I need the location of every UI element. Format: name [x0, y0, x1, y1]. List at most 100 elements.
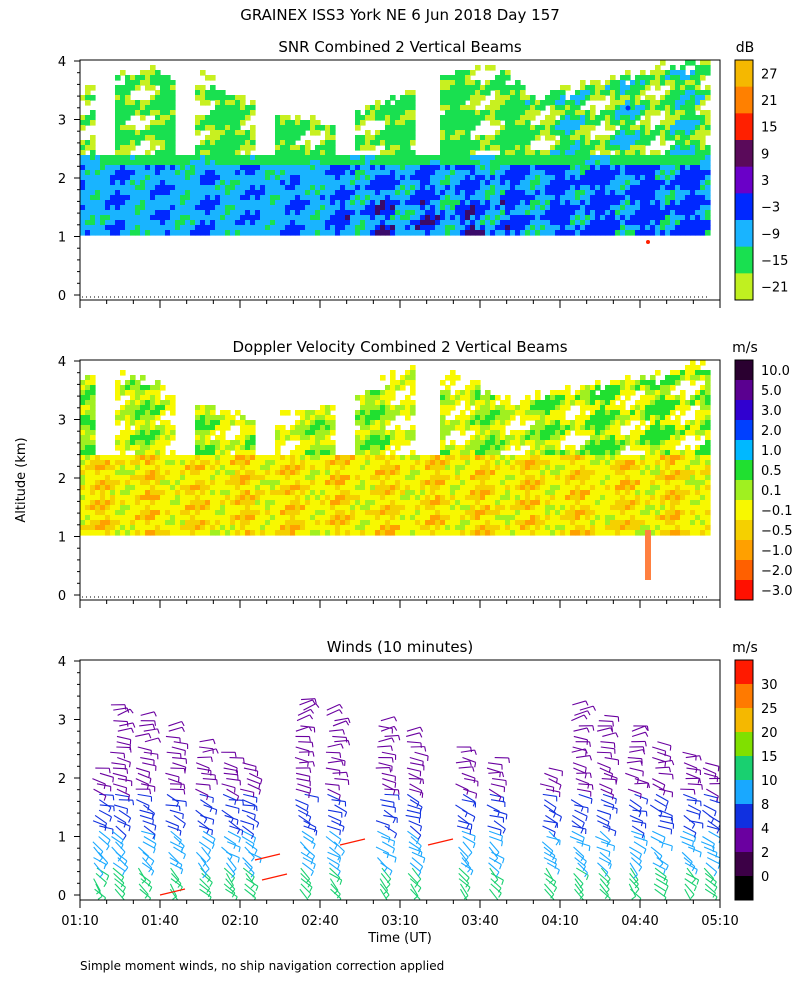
snr-cell — [455, 160, 461, 166]
velocity-cell — [170, 485, 176, 491]
velocity-cell — [85, 500, 91, 506]
snr-cell — [220, 165, 226, 171]
snr-cell — [705, 225, 711, 231]
velocity-cell — [125, 510, 131, 516]
velocity-cell — [335, 485, 341, 491]
velocity-cell — [125, 485, 131, 491]
snr-cell — [330, 210, 336, 216]
snr-cell — [335, 220, 341, 226]
snr-cell — [470, 100, 476, 106]
snr-cell — [670, 110, 676, 116]
snr-cell — [530, 170, 536, 176]
snr-cell — [600, 140, 606, 146]
snr-cell — [315, 145, 321, 151]
snr-cell — [360, 115, 366, 121]
velocity-cell — [85, 515, 91, 521]
velocity-cell — [255, 500, 261, 506]
velocity-cell — [125, 505, 131, 511]
velocity-cell — [80, 490, 86, 496]
velocity-cell — [400, 440, 406, 446]
snr-cell — [160, 230, 166, 236]
snr-cell — [240, 230, 246, 236]
snr-cell — [255, 195, 261, 201]
snr-cell — [395, 185, 401, 191]
snr-cell — [315, 195, 321, 201]
snr-cell — [510, 135, 516, 141]
snr-cell — [270, 230, 276, 236]
snr-cell — [510, 85, 516, 91]
snr-cell — [300, 155, 306, 161]
snr-cell — [655, 75, 661, 81]
snr-cell — [280, 115, 286, 121]
snr-cell — [115, 205, 121, 211]
velocity-cell — [295, 510, 301, 516]
snr-cell — [675, 120, 681, 126]
velocity-cell — [240, 485, 246, 491]
snr-cell — [665, 110, 671, 116]
velocity-cell — [85, 475, 91, 481]
velocity-cell — [135, 510, 141, 516]
velocity-cell — [255, 485, 261, 491]
snr-cell — [285, 130, 291, 136]
velocity-cell — [190, 470, 196, 476]
snr-cell — [590, 225, 596, 231]
snr-cell — [500, 75, 506, 81]
snr-cell — [490, 200, 496, 206]
velocity-cell — [325, 450, 331, 456]
snr-cell — [225, 220, 231, 226]
snr-cell — [405, 170, 411, 176]
snr-cell — [550, 230, 556, 236]
snr-cell — [345, 190, 351, 196]
snr-cell — [585, 130, 591, 136]
velocity-cell — [80, 505, 86, 511]
snr-cell — [155, 155, 161, 161]
snr-cell — [280, 160, 286, 166]
velocity-cell — [400, 465, 406, 471]
snr-cell — [260, 195, 266, 201]
snr-cell — [635, 215, 641, 221]
snr-cell — [645, 110, 651, 116]
velocity-cell — [90, 520, 96, 526]
snr-cell — [680, 70, 686, 76]
snr-cell — [630, 160, 636, 166]
snr-cell — [90, 95, 96, 101]
snr-cell — [255, 215, 261, 221]
velocity-cell — [390, 395, 396, 401]
snr-cell — [690, 80, 696, 86]
snr-cell — [295, 200, 301, 206]
snr-cell — [185, 170, 191, 176]
snr-cell — [445, 155, 451, 161]
snr-cell — [690, 160, 696, 166]
snr-cell — [675, 90, 681, 96]
velocity-cell — [280, 425, 286, 431]
snr-cell — [150, 100, 156, 106]
snr-cell — [400, 155, 406, 161]
snr-cell — [630, 185, 636, 191]
snr-cell — [690, 145, 696, 151]
snr-cell — [300, 200, 306, 206]
snr-cell — [380, 195, 386, 201]
snr-cell — [475, 185, 481, 191]
snr-cell — [545, 115, 551, 121]
velocity-cell — [215, 465, 221, 471]
snr-cell — [195, 90, 201, 96]
velocity-cell — [395, 410, 401, 416]
snr-cell — [650, 70, 656, 76]
velocity-cell — [100, 455, 106, 461]
snr-cell — [590, 150, 596, 156]
snr-cell — [410, 140, 416, 146]
velocity-cell — [380, 405, 386, 411]
velocity-cell — [300, 470, 306, 476]
snr-cell — [515, 135, 521, 141]
velocity-cell — [290, 460, 296, 466]
velocity-cell — [185, 530, 191, 536]
snr-cell — [340, 220, 346, 226]
velocity-cell — [190, 480, 196, 486]
snr-cell — [330, 170, 336, 176]
snr-cell — [560, 125, 566, 131]
snr-cell — [385, 205, 391, 211]
snr-cell — [630, 180, 636, 186]
velocity-cell — [355, 520, 361, 526]
velocity-cell — [395, 510, 401, 516]
velocity-cell — [130, 460, 136, 466]
